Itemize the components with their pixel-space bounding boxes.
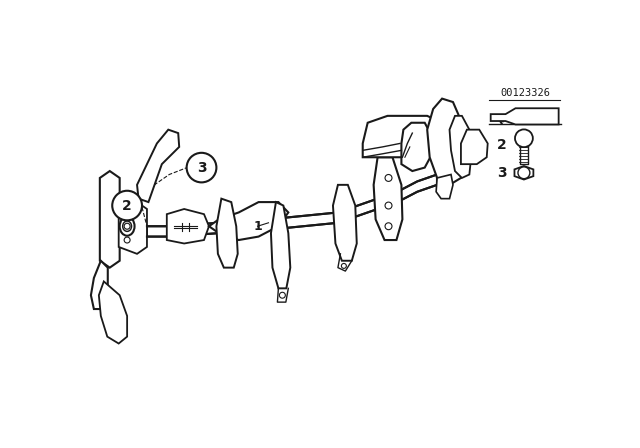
Circle shape — [124, 223, 130, 229]
Polygon shape — [515, 166, 533, 180]
Text: 2: 2 — [497, 138, 506, 152]
Circle shape — [187, 153, 216, 182]
Polygon shape — [147, 174, 437, 237]
Polygon shape — [491, 108, 559, 125]
Circle shape — [385, 202, 392, 209]
Ellipse shape — [120, 217, 134, 236]
Polygon shape — [216, 198, 237, 267]
Polygon shape — [428, 99, 465, 185]
Polygon shape — [401, 123, 432, 171]
Polygon shape — [209, 202, 289, 240]
Polygon shape — [333, 185, 356, 261]
Circle shape — [124, 210, 130, 215]
Circle shape — [112, 191, 142, 220]
Polygon shape — [363, 116, 442, 157]
Circle shape — [385, 223, 392, 230]
Ellipse shape — [123, 221, 132, 232]
Circle shape — [124, 237, 130, 243]
Polygon shape — [167, 209, 209, 244]
Text: 3: 3 — [196, 160, 206, 175]
Polygon shape — [137, 129, 179, 202]
Circle shape — [515, 129, 533, 147]
Circle shape — [385, 175, 392, 181]
Polygon shape — [461, 129, 488, 164]
Circle shape — [341, 263, 346, 268]
Polygon shape — [100, 171, 120, 267]
Circle shape — [518, 167, 530, 179]
Polygon shape — [99, 281, 127, 344]
Text: 2: 2 — [122, 198, 132, 212]
Polygon shape — [118, 202, 147, 254]
Circle shape — [280, 292, 285, 298]
Text: 00123326: 00123326 — [500, 88, 550, 99]
Text: 3: 3 — [497, 166, 506, 180]
Polygon shape — [374, 157, 403, 240]
Text: 1: 1 — [253, 220, 262, 233]
Polygon shape — [436, 174, 453, 198]
Polygon shape — [449, 116, 472, 178]
Polygon shape — [271, 202, 291, 289]
Polygon shape — [91, 261, 108, 309]
